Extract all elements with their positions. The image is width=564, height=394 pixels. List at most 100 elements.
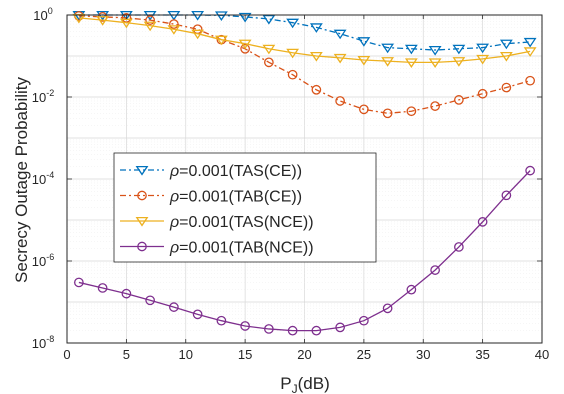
data-point (430, 101, 440, 111)
data-point (311, 325, 322, 336)
legend-marker (137, 241, 147, 252)
data-point (214, 35, 228, 46)
x-axis-label-sub: J (292, 382, 298, 394)
data-point (240, 43, 250, 54)
data-point (335, 322, 345, 333)
x-tick-label: 40 (535, 347, 549, 362)
x-axis-label-unit: (dB) (298, 374, 330, 393)
data-point (501, 190, 512, 201)
legend-box (113, 152, 377, 263)
data-point (287, 325, 298, 336)
data-point (262, 44, 276, 55)
data-point (357, 37, 371, 47)
data-point (357, 55, 371, 66)
series-lines (72, 10, 537, 336)
data-point (454, 95, 464, 105)
x-tick-label: 0 (63, 347, 70, 362)
y-tick-label: 10-6 (32, 252, 54, 269)
data-point (476, 54, 490, 65)
data-point (311, 84, 322, 95)
legend-marker (135, 165, 149, 176)
data-point (169, 302, 179, 312)
legend-label: ρ=0.001(TAS(CE)) (169, 163, 302, 180)
y-tick-label: 10-2 (32, 88, 54, 105)
data-point (167, 25, 181, 35)
data-point (143, 21, 157, 32)
data-point (169, 19, 179, 29)
data-point (216, 315, 227, 326)
data-point (499, 39, 513, 50)
data-point (382, 303, 393, 314)
legend-entry: ρ=0.001(TAS(CE)) (120, 163, 302, 180)
x-tick-label: 10 (179, 347, 193, 362)
data-point (287, 69, 298, 80)
data-point (452, 44, 466, 55)
data-point (333, 29, 347, 40)
data-point (167, 10, 181, 21)
data-point (333, 53, 347, 64)
x-tick-label: 20 (297, 347, 311, 362)
data-point (501, 82, 512, 93)
data-point (428, 45, 442, 56)
legend-label: ρ=0.001(TAB(CE)) (169, 189, 302, 206)
data-point (143, 10, 157, 21)
data-point (381, 43, 395, 54)
data-point (525, 75, 535, 86)
data-point (192, 309, 203, 320)
data-point (359, 104, 369, 115)
data-point (428, 58, 442, 68)
data-point (191, 29, 205, 40)
legend-marker (137, 190, 147, 201)
data-point (145, 15, 155, 25)
x-tick-label: 35 (475, 347, 489, 362)
data-point (404, 58, 418, 68)
legend-marker (135, 216, 149, 227)
data-point (525, 165, 535, 176)
x-tick-label: 30 (416, 347, 430, 362)
legend-entry: ρ=0.001(TAS(NCE)) (120, 214, 314, 231)
x-axis-label: PJ(dB) (280, 374, 329, 394)
data-point (238, 39, 252, 50)
y-tick-label: 10-4 (32, 170, 54, 187)
x-tick-label: 15 (238, 347, 252, 362)
series-4 (74, 165, 535, 336)
data-point (145, 295, 155, 306)
data-point (96, 10, 110, 21)
legend-entry: ρ=0.001(TAB(NCE)) (120, 240, 314, 257)
legend-label: ρ=0.001(TAB(NCE)) (169, 240, 314, 257)
data-point (359, 315, 369, 326)
data-point (335, 96, 345, 106)
data-point (523, 47, 537, 57)
legend-entry: ρ=0.001(TAB(CE)) (120, 189, 302, 206)
x-axis-label-main: P (280, 374, 291, 393)
data-point (119, 18, 133, 29)
data-point (96, 16, 110, 26)
data-point (406, 106, 417, 117)
data-point (286, 18, 300, 29)
data-point (430, 265, 440, 275)
data-point (74, 277, 84, 288)
data-point (240, 321, 250, 331)
data-point (477, 217, 488, 227)
x-tick-label: 25 (357, 347, 371, 362)
series-line (78, 17, 531, 64)
data-point (264, 57, 274, 68)
axis-ticks: 0 5 10 15 20 25 30 35 40 100 10-2 10-4 10-6 10-8 (32, 6, 549, 362)
data-point (477, 88, 488, 99)
data-point (119, 10, 133, 21)
data-point (191, 10, 205, 21)
series-3 (72, 13, 537, 68)
data-point (454, 242, 464, 252)
data-point (523, 37, 537, 48)
x-tick-label: 5 (123, 347, 130, 362)
legend: ρ=0.001(TAS(CE)) ρ=0.001(TAB(CE)) ρ=0.001(… (113, 152, 377, 263)
data-point (452, 57, 466, 67)
data-point (381, 57, 395, 67)
data-point (97, 283, 108, 293)
data-point (309, 51, 323, 62)
data-point (309, 23, 323, 33)
y-tick-label: 100 (33, 6, 52, 23)
data-point (262, 14, 276, 25)
data-point (238, 12, 252, 23)
